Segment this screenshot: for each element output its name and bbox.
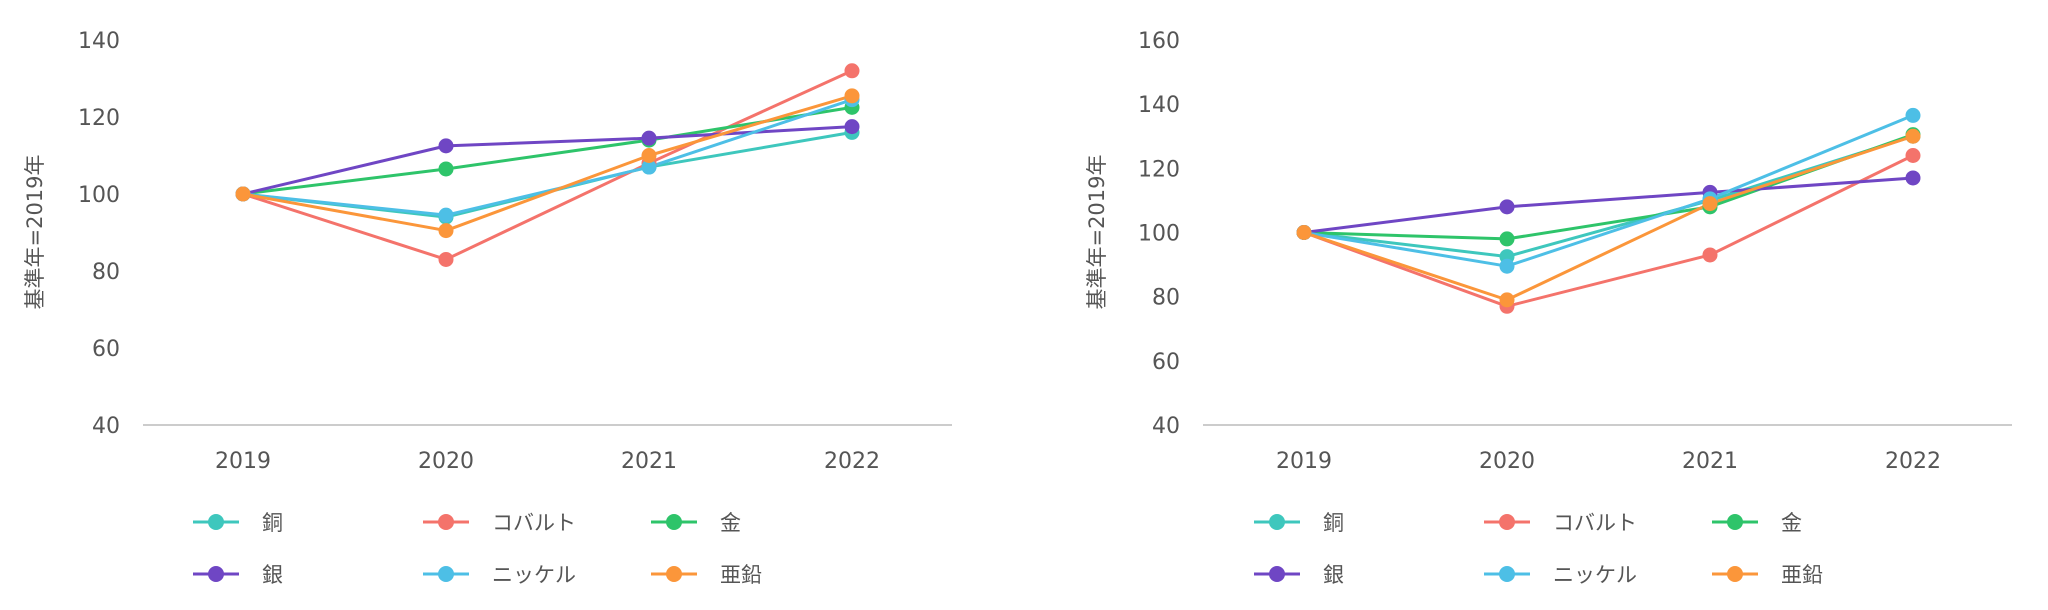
y-axis-label: 基準年=2019年 [1085, 154, 1109, 309]
data-point-亜鉛 [438, 223, 454, 239]
data-point-銀 [641, 130, 657, 146]
y-tick-label: 80 [92, 260, 120, 285]
legend-label-ニッケル: ニッケル [1553, 563, 1637, 587]
legend-label-金: 金 [720, 511, 741, 535]
y-tick-label: 160 [1138, 29, 1180, 54]
data-point-コバルト [1702, 247, 1718, 263]
series-line-ニッケル [242, 98, 853, 217]
y-axis-label: 基準年=2019年 [23, 154, 47, 309]
legend-label-金: 金 [1781, 511, 1802, 535]
y-tick-label: 100 [78, 183, 120, 208]
data-point-銀 [438, 138, 454, 154]
x-tick-label: 2021 [621, 449, 677, 474]
legend-marker-ニッケル [1499, 566, 1515, 582]
x-tick-label: 2022 [1885, 449, 1941, 474]
legend-label-亜鉛: 亜鉛 [720, 563, 762, 587]
data-point-コバルト [844, 63, 860, 79]
data-point-銀 [844, 119, 860, 135]
y-tick-label: 40 [92, 414, 120, 439]
legend-label-銅: 銅 [1323, 511, 1344, 535]
data-point-銀 [1905, 170, 1921, 186]
x-tick-label: 2019 [215, 449, 271, 474]
legend-marker-亜鉛 [666, 566, 682, 582]
series-line-銅 [1303, 134, 1914, 259]
legend-label-銀: 銀 [262, 563, 283, 587]
legend-marker-ニッケル [438, 566, 454, 582]
y-tick-label: 40 [1152, 414, 1180, 439]
data-point-亜鉛 [1296, 225, 1312, 240]
y-tick-label: 120 [78, 106, 120, 131]
data-point-亜鉛 [1702, 196, 1718, 212]
legend-label-コバルト: コバルト [492, 511, 576, 535]
data-point-亜鉛 [235, 186, 251, 202]
legend-label-コバルト: コバルト [1553, 511, 1637, 535]
x-tick-label: 2019 [1276, 449, 1332, 474]
data-point-金 [1499, 231, 1515, 247]
legend-marker-銀 [208, 566, 224, 582]
x-tick-label: 2022 [824, 449, 880, 474]
data-point-亜鉛 [1499, 292, 1515, 308]
y-tick-label: 80 [1152, 286, 1180, 311]
legend-marker-コバルト [1499, 514, 1515, 530]
series-line-ニッケル [1303, 114, 1914, 268]
series-line-コバルト [242, 69, 853, 261]
legend-marker-コバルト [438, 514, 454, 530]
series-line-金 [1303, 133, 1914, 241]
series-line-コバルト [1303, 154, 1914, 308]
series-line-銀 [1303, 176, 1914, 234]
data-point-ニッケル [1499, 258, 1515, 274]
legend-label-亜鉛: 亜鉛 [1781, 563, 1823, 587]
data-point-銀 [1499, 199, 1515, 215]
series-line-亜鉛 [242, 94, 853, 233]
legend-label-ニッケル: ニッケル [492, 563, 576, 587]
y-tick-label: 120 [1138, 157, 1180, 182]
legend-label-銅: 銅 [262, 511, 283, 535]
data-point-コバルト [1905, 148, 1921, 163]
y-tick-label: 140 [1138, 93, 1180, 118]
data-point-亜鉛 [844, 88, 860, 104]
legend-marker-銅 [208, 514, 224, 530]
data-point-ニッケル [1905, 107, 1921, 123]
legend-label-銀: 銀 [1323, 563, 1344, 587]
y-tick-label: 140 [78, 29, 120, 54]
series-line-金 [242, 105, 853, 196]
y-tick-label: 60 [1152, 350, 1180, 375]
x-tick-label: 2021 [1682, 449, 1738, 474]
series-line-亜鉛 [1303, 134, 1914, 302]
data-point-ニッケル [641, 159, 657, 175]
data-point-コバルト [438, 251, 454, 267]
legend-marker-銅 [1269, 514, 1285, 530]
y-tick-label: 60 [92, 337, 120, 362]
data-point-金 [438, 161, 454, 177]
y-tick-label: 100 [1138, 222, 1180, 247]
x-tick-label: 2020 [418, 449, 474, 474]
x-tick-label: 2020 [1479, 449, 1535, 474]
data-point-亜鉛 [1905, 128, 1921, 144]
data-point-亜鉛 [641, 148, 657, 163]
legend-marker-金 [666, 514, 682, 530]
data-point-ニッケル [438, 207, 454, 223]
legend-marker-金 [1727, 514, 1743, 530]
legend-marker-銀 [1269, 566, 1285, 582]
legend-marker-亜鉛 [1727, 566, 1743, 582]
